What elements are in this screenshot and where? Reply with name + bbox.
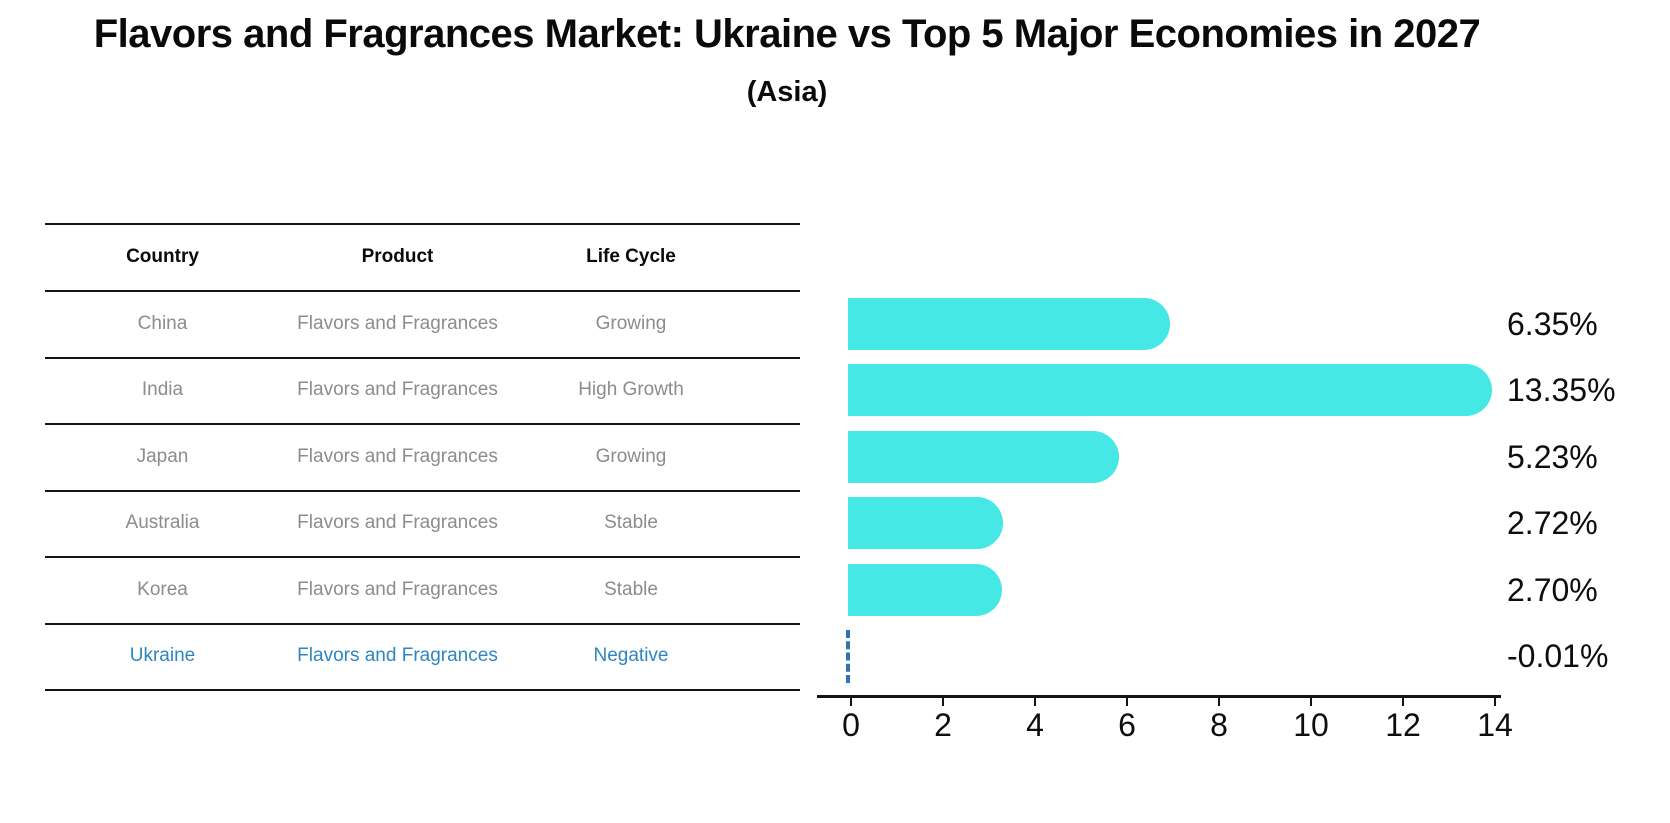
country-cell: China (137, 313, 188, 334)
x-axis-tick-label: 4 (1026, 707, 1044, 743)
x-axis-tick (1034, 697, 1036, 706)
table-row-korea: Korea Flavors and Fragrances Stable (45, 569, 800, 611)
table-row-divider (45, 357, 800, 359)
bar-korea (848, 563, 1003, 616)
table-row-divider (45, 623, 800, 625)
table-row-ukraine: Ukraine Flavors and Fragrances Negative (45, 635, 800, 677)
country-cell: Korea (137, 578, 188, 600)
table-header-divider (45, 290, 800, 292)
x-axis-tick (942, 697, 944, 706)
table-row-divider (45, 423, 800, 425)
table-row-china: China Flavors and Fragrances Growing (45, 303, 800, 345)
column-header-product: Product (361, 246, 434, 267)
table-border-bottom (45, 689, 800, 691)
value-label-korea: 2.70% (1507, 571, 1598, 608)
life-cycle-cell: Stable (604, 578, 658, 600)
x-axis-spine (817, 695, 1501, 698)
country-cell: Japan (136, 445, 189, 467)
bar-india (848, 364, 1493, 417)
page-title: Flavors and Fragrances Market: Ukraine v… (93, 12, 1481, 56)
life-cycle-cell: Growing (595, 445, 667, 467)
x-axis-tick-label: 8 (1210, 707, 1228, 743)
column-header-country: Country (126, 246, 199, 267)
x-axis-tick (1402, 697, 1404, 706)
table-row-india: India Flavors and Fragrances High Growth (45, 369, 800, 411)
life-cycle-cell: Growing (595, 313, 667, 334)
x-axis-tick (1218, 697, 1220, 706)
x-axis-tick-label: 10 (1293, 707, 1329, 743)
country-cell: Ukraine (129, 645, 196, 666)
page-subtitle: (Asia) (746, 76, 828, 108)
product-cell: Flavors and Fragrances (297, 379, 498, 401)
life-cycle-cell: Stable (604, 512, 658, 534)
x-axis-tick (850, 697, 852, 706)
x-axis-tick (1494, 697, 1496, 706)
x-axis-tick-label: 6 (1118, 707, 1136, 743)
value-label-india: 13.35% (1507, 372, 1616, 409)
column-header-life-cycle: Life Cycle (586, 246, 676, 267)
bar-australia (848, 497, 1004, 550)
table-row-japan: Japan Flavors and Fragrances Growing (45, 436, 800, 478)
x-axis-tick-label: 12 (1385, 707, 1421, 743)
life-cycle-cell: Negative (593, 645, 669, 666)
x-axis-tick-label: 0 (842, 707, 860, 743)
country-cell: Australia (125, 512, 200, 534)
value-label-ukraine: -0.01% (1507, 638, 1609, 674)
life-cycle-cell: High Growth (578, 379, 684, 401)
value-label-japan: 5.23% (1507, 438, 1598, 475)
product-cell: Flavors and Fragrances (297, 645, 498, 666)
bar-japan (848, 430, 1119, 483)
table-header-row: Country Product Life Cycle (45, 236, 800, 278)
x-axis-tick-label: 2 (934, 707, 952, 743)
value-label-australia: 2.72% (1507, 505, 1598, 542)
product-cell: Flavors and Fragrances (297, 512, 498, 534)
x-axis-tick (1310, 697, 1312, 706)
value-label-china: 6.35% (1507, 306, 1598, 342)
product-cell: Flavors and Fragrances (297, 578, 498, 600)
table-row-australia: Australia Flavors and Fragrances Stable (45, 502, 800, 544)
country-cell: India (141, 379, 184, 401)
table-row-divider (45, 490, 800, 492)
product-cell: Flavors and Fragrances (297, 445, 498, 467)
product-cell: Flavors and Fragrances (297, 313, 498, 334)
x-axis-tick-label: 14 (1477, 707, 1513, 743)
x-axis-tick (1126, 697, 1128, 706)
table-border-top (45, 223, 800, 225)
table-row-divider (45, 556, 800, 558)
bar-china (848, 298, 1171, 350)
bar-ukraine-negative-marker (846, 630, 850, 683)
